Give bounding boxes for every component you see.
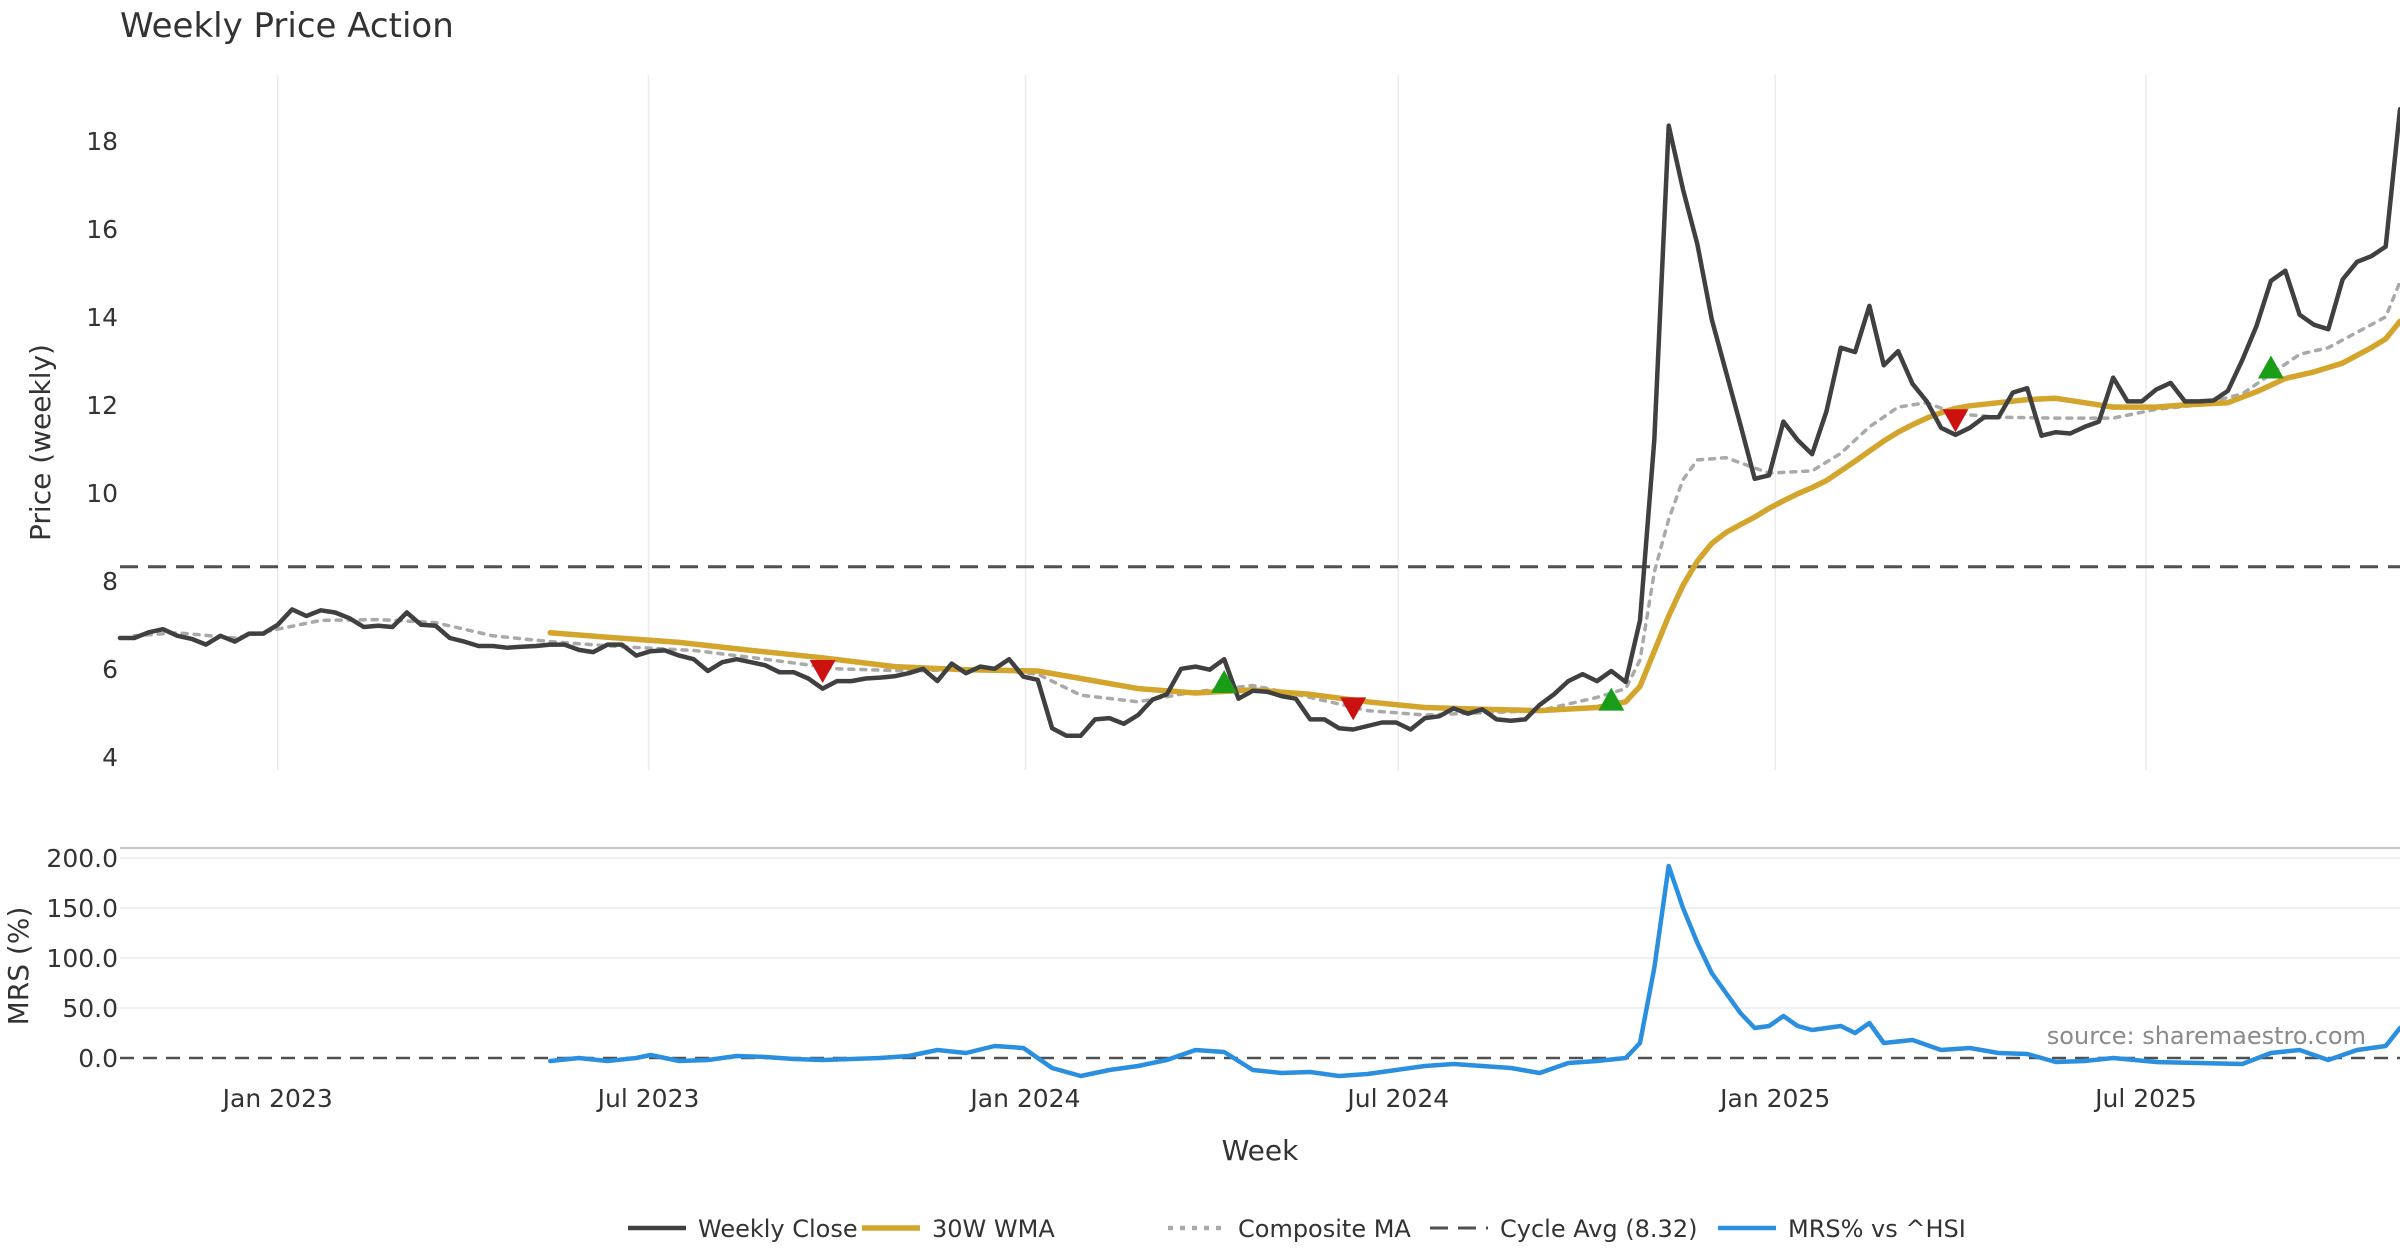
- chart-title: Weekly Price Action: [120, 6, 454, 46]
- buy-signal-marker: [2257, 355, 2284, 379]
- price-y-tick-label: 10: [86, 479, 118, 508]
- mrs-y-tick-label: 200.0: [46, 844, 118, 873]
- mrs-y-tick-label: 0.0: [78, 1044, 118, 1073]
- source-watermark: source: sharemaestro.com: [2047, 1022, 2366, 1050]
- x-tick-label: Jan 2025: [1718, 1084, 1830, 1113]
- buy-signal-marker: [1211, 670, 1238, 694]
- mrs-y-tick-label: 50.0: [62, 994, 118, 1023]
- legend-label: Cycle Avg (8.32): [1500, 1215, 1697, 1243]
- price-y-tick-label: 12: [86, 391, 118, 420]
- x-tick-label: Jan 2024: [968, 1084, 1080, 1113]
- mrs-y-axis-label: MRS (%): [2, 907, 35, 1026]
- legend-label: Weekly Close: [698, 1215, 858, 1243]
- x-tick-label: Jul 2024: [1345, 1084, 1449, 1113]
- x-tick-label: Jul 2025: [2093, 1084, 2197, 1113]
- x-tick-label: Jul 2023: [596, 1084, 700, 1113]
- price-y-tick-label: 16: [86, 215, 118, 244]
- mrs-y-tick-label: 150.0: [46, 894, 118, 923]
- mrs-y-tick-label: 100.0: [46, 944, 118, 973]
- price-y-tick-label: 4: [102, 743, 118, 772]
- sell-signal-marker: [1942, 409, 1969, 433]
- price-y-tick-label: 14: [86, 303, 118, 332]
- legend-label: 30W WMA: [932, 1215, 1055, 1243]
- series-30w-wma-line: [547, 318, 2400, 714]
- buy-signal-marker: [1598, 687, 1625, 711]
- sell-signal-marker: [1340, 697, 1367, 721]
- price-y-tick-label: 8: [102, 567, 118, 596]
- sell-signal-marker: [809, 660, 836, 684]
- legend-label: Composite MA: [1238, 1215, 1411, 1243]
- series-weekly-close-line: [117, 107, 2400, 738]
- price-y-tick-label: 6: [102, 655, 118, 684]
- series-composite-ma-line: [132, 279, 2400, 717]
- x-tick-label: Jan 2023: [221, 1084, 333, 1113]
- x-axis-label: Week: [1222, 1134, 1299, 1167]
- legend-label: MRS% vs ^HSI: [1788, 1215, 1966, 1243]
- price-y-tick-label: 18: [86, 127, 118, 156]
- price-y-axis-label: Price (weekly): [24, 344, 57, 541]
- series-mrs-line: [547, 863, 2400, 1079]
